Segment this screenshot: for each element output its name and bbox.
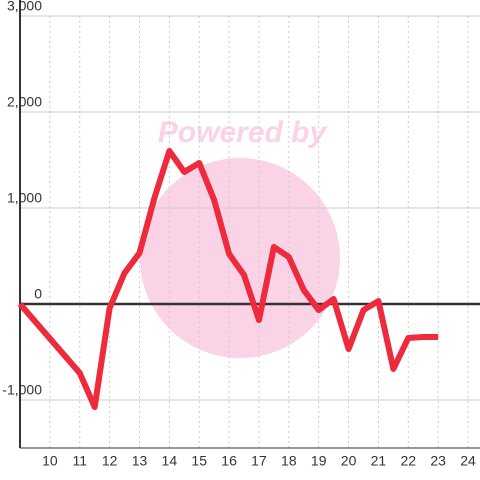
watermark-circle [140, 158, 340, 358]
x-tick-label: 23 [430, 453, 446, 469]
data-line [17, 147, 439, 411]
x-tick-label: 24 [460, 453, 476, 469]
x-tick-label: 11 [72, 453, 87, 469]
y-tick-label: -1,000 [2, 382, 42, 398]
y-tick-label: 1,000 [7, 190, 42, 206]
x-tick-label: 14 [162, 453, 178, 469]
y-tick-label: 2,000 [7, 94, 42, 110]
x-tick-label: 19 [311, 453, 327, 469]
x-tick-label: 15 [191, 453, 207, 469]
x-tick-label: 18 [281, 453, 297, 469]
x-tick-label: 17 [251, 453, 267, 469]
x-tick-label: 10 [42, 453, 58, 469]
x-tick-label: 13 [132, 453, 148, 469]
x-tick-label: 16 [221, 453, 237, 469]
watermark-text: Powered by [158, 116, 328, 149]
x-tick-label: 20 [341, 453, 357, 469]
y-tick-label: 0 [34, 286, 42, 302]
x-tick-label: 12 [102, 453, 118, 469]
x-tick-label: 22 [401, 453, 417, 469]
y-tick-label: 3,000 [7, 0, 42, 14]
x-tick-label: 21 [371, 453, 387, 469]
